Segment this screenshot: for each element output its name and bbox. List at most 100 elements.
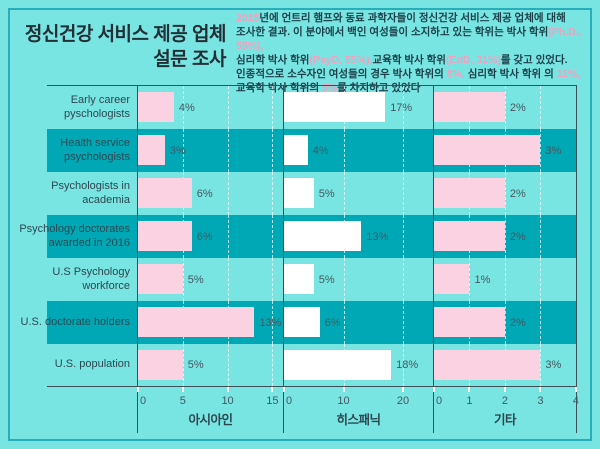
header: 정신건강 서비스 제공 업체 설문 조사 2015년에 언트리 햄프와 동료 과… — [18, 6, 584, 95]
gridline — [540, 215, 542, 258]
gridline — [343, 301, 345, 344]
description-highlight: 2015 — [236, 12, 260, 24]
gridline — [403, 258, 405, 301]
gridline — [272, 301, 274, 344]
bar-value: 3% — [545, 359, 562, 371]
axis-tick — [226, 387, 229, 392]
bar — [284, 350, 392, 380]
plot-cell: 5% — [283, 258, 433, 301]
row-label: Health service psychologists — [60, 136, 130, 163]
row-label-cell: Psychologists in academia — [47, 172, 137, 215]
axis-cell: 0 5 10 15 아시아인 — [137, 387, 283, 433]
series-label: 기타 — [493, 413, 517, 427]
bar-value: 2% — [509, 101, 526, 114]
gridline — [272, 129, 274, 172]
axis-tick — [342, 387, 345, 392]
axis-tick — [539, 387, 542, 392]
bar — [138, 264, 183, 294]
gridline — [575, 129, 576, 172]
bar-value: 3% — [169, 144, 186, 157]
gridline — [403, 301, 405, 344]
gridline — [182, 129, 184, 172]
bar — [138, 178, 192, 208]
bar — [434, 135, 541, 165]
axis-tick-label: 20 — [396, 395, 410, 407]
axis-tick-label: 10 — [337, 395, 350, 407]
plot-cell: 5% — [283, 172, 433, 215]
bar-value: 5% — [318, 187, 335, 200]
gridline — [182, 344, 184, 386]
gridline — [182, 258, 184, 301]
series-label: 아시아인 — [188, 413, 233, 427]
gridline — [343, 258, 345, 301]
bar — [434, 92, 505, 122]
bar-value: 6% — [324, 316, 341, 329]
row-label: U.S Psychology workforce — [52, 265, 130, 292]
gridline — [540, 129, 542, 172]
bar — [284, 178, 314, 208]
bar — [138, 307, 255, 337]
row-label-cell: Health service psychologists — [47, 129, 137, 172]
description-text: 심리학 박사 학위 의 — [464, 68, 557, 80]
bar-value: 4% — [178, 101, 195, 114]
page-title: 정신건강 서비스 제공 업체 설문 조사 — [18, 6, 227, 95]
row-label-cell: U.S Psychology workforce — [47, 258, 137, 301]
bar-value: 2% — [509, 316, 526, 329]
gridline — [504, 172, 506, 215]
bar — [284, 92, 386, 122]
axis-cell: 0 10 20 히스패닉 — [283, 387, 433, 433]
description-highlight: (EdD, 31%) — [445, 54, 501, 66]
plot-cell: 1% — [433, 258, 577, 301]
description-line: 2015년에 언트리 햄프와 동료 과학자들이 정신건강 서비스 제공 업체에 … — [236, 11, 584, 25]
axis-tick-label: 5 — [179, 395, 186, 407]
description-highlight: (Ph.D., 55%), — [236, 26, 582, 52]
gridline — [540, 86, 542, 129]
plot-cell: 2% — [433, 172, 577, 215]
bar-value: 6% — [196, 230, 213, 243]
bar — [138, 221, 192, 251]
row-label-cell: U.S. population — [47, 344, 137, 387]
series-label: 히스패닉 — [336, 413, 381, 427]
plot-cell: 4% — [283, 129, 433, 172]
bar-value: 13% — [259, 316, 282, 329]
gridline — [575, 258, 576, 301]
description-text: 조사한 결과. 이 분야에서 백인 여성들이 소지하고 있는 학위는 박사 학위 — [236, 26, 549, 38]
bar — [434, 350, 541, 380]
plot-cell: 4% — [137, 86, 283, 129]
page-title-line2: 설문 조사 — [153, 49, 226, 71]
bar — [434, 221, 505, 251]
description-text: 년에 언트리 햄프와 동료 과학자들이 정신건강 서비스 제공 업체에 대해 — [259, 12, 566, 24]
bar — [284, 307, 320, 337]
gridline — [504, 86, 506, 129]
gridline — [227, 172, 229, 215]
gridline — [469, 258, 471, 301]
survey-chart: Early career pyschologists 4% 17% 2% Health … — [19, 85, 579, 433]
description-text: 인종적으로 소수자인 여성들의 경우 박사 학위의 — [236, 68, 447, 80]
gridline — [575, 301, 576, 344]
plot-cell: 3% — [137, 129, 283, 172]
gridline — [227, 129, 229, 172]
bar-value: 5% — [187, 359, 204, 371]
description-line: 인종적으로 소수자인 여성들의 경우 박사 학위의 8%, 심리학 박사 학위 … — [236, 67, 584, 81]
gridline — [227, 258, 229, 301]
gridline — [504, 258, 506, 301]
gridline — [540, 258, 542, 301]
bar-value: 2% — [509, 187, 526, 200]
axis-tick — [137, 387, 139, 392]
axis-tick — [433, 387, 435, 392]
bar-value: 1% — [474, 273, 491, 286]
plot-cell: 2% — [433, 86, 577, 129]
axis-tick-label: 10 — [221, 395, 234, 407]
bar — [284, 264, 314, 294]
bar — [434, 307, 505, 337]
gridline — [272, 215, 274, 258]
axis-tick-label: 1 — [466, 395, 473, 407]
plot-cell: 3% — [433, 344, 577, 387]
description-text: 심리학 박사 학위 — [236, 54, 310, 66]
gridline — [575, 86, 576, 129]
plot-cell: 3% — [433, 129, 577, 172]
gridline — [272, 344, 274, 386]
axis-tick — [574, 387, 577, 392]
gridline — [540, 172, 542, 215]
